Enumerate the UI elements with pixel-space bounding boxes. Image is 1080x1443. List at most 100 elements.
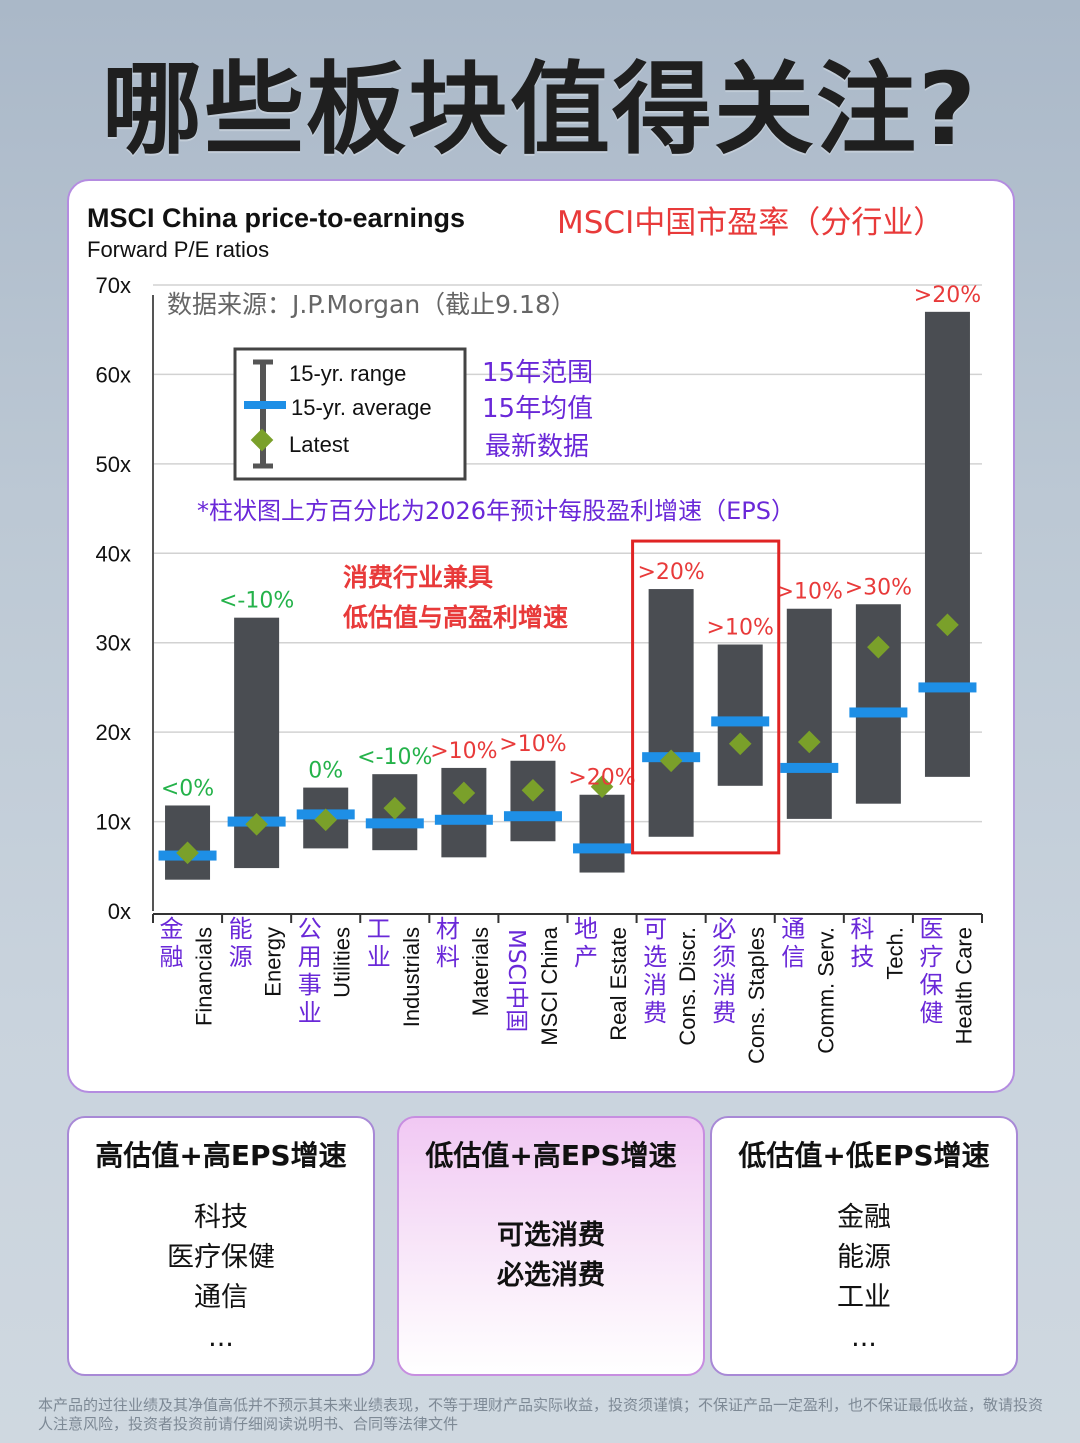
x-label-en: Industrials <box>399 927 424 1027</box>
latest-marker <box>176 841 199 865</box>
y-tick-label: 10x <box>96 810 131 835</box>
y-tick-label: 50x <box>96 452 131 477</box>
bar-group-industrials: <-10% <box>357 745 432 851</box>
summary-item: ... <box>208 1322 234 1353</box>
average-marker <box>918 682 977 693</box>
x-label-en: Cons. Discr. <box>675 927 700 1046</box>
x-label-cn: 金融 <box>160 915 184 971</box>
x-label-en: Energy <box>261 927 286 997</box>
average-marker <box>711 716 770 727</box>
summary-box-title: 低估值+低EPS增速 <box>738 1139 990 1172</box>
highlight-note-line2: 低估值与高盈利增速 <box>342 603 568 632</box>
y-tick-label: 40x <box>96 541 131 566</box>
eps-label: 0% <box>308 759 343 784</box>
x-label-cn: 材料 <box>436 915 460 971</box>
eps-label: >10% <box>499 732 566 757</box>
legend-range-cn: 15年范围 <box>482 358 593 388</box>
range-bar <box>855 604 901 804</box>
eps-label: >30% <box>845 575 912 600</box>
x-label-cn: 通信 <box>781 915 805 971</box>
summary-box-low-valuation-high-eps: 低估值+高EPS增速 可选消费 必选消费 <box>397 1116 705 1376</box>
eps-note: *柱状图上方百分比为2026年预计每股盈利增速（EPS） <box>197 497 795 525</box>
legend-frame <box>233 347 467 481</box>
disclaimer: 本产品的过往业绩及其净值高低并不预示其未来业绩表现，不等于理财产品实际收益，投资… <box>38 1396 1044 1433</box>
average-marker <box>365 818 424 829</box>
bar-group-tech: >30% <box>845 575 912 804</box>
legend-average-label: 15-yr. average <box>291 395 432 420</box>
eps-label: >10% <box>707 616 774 641</box>
range-bar <box>717 644 763 786</box>
x-axis-labels: 金融 Financials 能源 Energy 公用事业 Utilities 工业 Indus… <box>160 915 977 1064</box>
range-bar <box>441 767 487 858</box>
range-bar <box>786 608 832 819</box>
average-marker <box>503 811 562 822</box>
x-label-en: Cons. Staples <box>744 927 769 1064</box>
range-bar <box>648 589 694 837</box>
eps-label: >10% <box>776 580 843 605</box>
latest-marker <box>867 635 890 659</box>
chart-card: MSCI China price-to-earnings Forward P/E… <box>67 179 1015 1093</box>
latest-marker <box>728 732 752 756</box>
bar-group-cons-discr: >20% <box>637 560 705 837</box>
summary-item: 必选消费 <box>497 1260 605 1291</box>
latest-marker <box>452 781 476 805</box>
average-marker <box>573 843 632 854</box>
bars: <0%<-10%0%<-10%>10% >10%>20%>20%>10%>10% >… <box>158 283 981 880</box>
bar-group-energy: <-10% <box>219 589 294 869</box>
legend-average-icon <box>244 401 286 409</box>
range-bar <box>924 311 970 777</box>
pe-chart: MSCI China price-to-earnings Forward P/E… <box>87 203 983 1064</box>
x-label-cn: 可选消费 <box>643 915 667 1027</box>
page-title: 哪些板块值得关注? <box>101 51 978 168</box>
y-tick-label: 20x <box>96 720 131 745</box>
y-tick-label: 0x <box>108 899 131 924</box>
summary-box-high-valuation: 高估值+高EPS增速 科技 医疗保健 通信 ... <box>67 1116 375 1376</box>
y-tick-label: 60x <box>96 362 131 387</box>
x-label-en: MSCI China <box>537 926 562 1045</box>
legend-latest-label: Latest <box>289 432 349 457</box>
x-label-cn: 能源 <box>229 915 253 971</box>
y-tick-label: 30x <box>96 631 131 656</box>
bar-group-health-care: >20% <box>914 283 981 777</box>
latest-marker <box>797 730 821 754</box>
x-label-cn: MSCI中国 <box>503 929 529 1032</box>
chart-title: MSCI China price-to-earnings <box>87 203 465 233</box>
latest-marker <box>659 749 683 773</box>
eps-label: >20% <box>914 283 981 308</box>
summary-item: 金融 <box>837 1202 891 1233</box>
legend-average-cn: 15年均值 <box>482 394 593 424</box>
bar-group-real-estate: >20% <box>568 766 636 873</box>
eps-label: <-10% <box>219 589 294 614</box>
bar-group-utilities: 0% <box>296 759 355 849</box>
x-label-en: Health Care <box>951 927 976 1044</box>
summary-item: 医疗保健 <box>167 1242 275 1273</box>
summary-box-title: 低估值+高EPS增速 <box>425 1139 677 1172</box>
x-label-cn: 必须消费 <box>712 915 736 1027</box>
y-axis-ticks: 0x 10x 20x 30x 40x 50x 60x 70x <box>96 273 131 924</box>
bar-group-cons-staples: >10% <box>707 616 774 786</box>
x-label-cn: 工业 <box>367 915 391 971</box>
bar-group-comm-serv: >10% <box>776 580 843 819</box>
latest-marker <box>383 796 407 820</box>
average-marker <box>849 707 908 718</box>
eps-label: >20% <box>637 560 704 585</box>
average-marker <box>780 762 839 773</box>
x-label-cn: 科技 <box>850 915 874 971</box>
eps-label: <-10% <box>357 745 432 770</box>
legend: 15-yr. range 15-yr. average Latest <box>233 347 467 481</box>
chart-subtitle: Forward P/E ratios <box>87 237 269 262</box>
summary-item: 能源 <box>837 1242 891 1273</box>
source-note: 数据来源：J.P.Morgan（截止9.18） <box>167 290 576 319</box>
x-label-en: Materials <box>468 927 493 1016</box>
summary-box-low-valuation-low-eps: 低估值+低EPS增速 金融 能源 工业 ... <box>710 1116 1018 1376</box>
x-label-en: Utilities <box>330 927 355 998</box>
latest-marker <box>590 775 614 799</box>
x-label-en: Comm. Serv. <box>813 927 838 1054</box>
summary-box-title: 高估值+高EPS增速 <box>95 1139 347 1172</box>
legend-latest-cn: 最新数据 <box>485 432 589 462</box>
x-label-en: Real Estate <box>606 927 631 1041</box>
bar-group-msci-china: >10% <box>499 732 567 842</box>
average-marker <box>434 814 493 825</box>
x-label-cn: 地产 <box>574 915 598 971</box>
range-bar <box>579 794 625 873</box>
